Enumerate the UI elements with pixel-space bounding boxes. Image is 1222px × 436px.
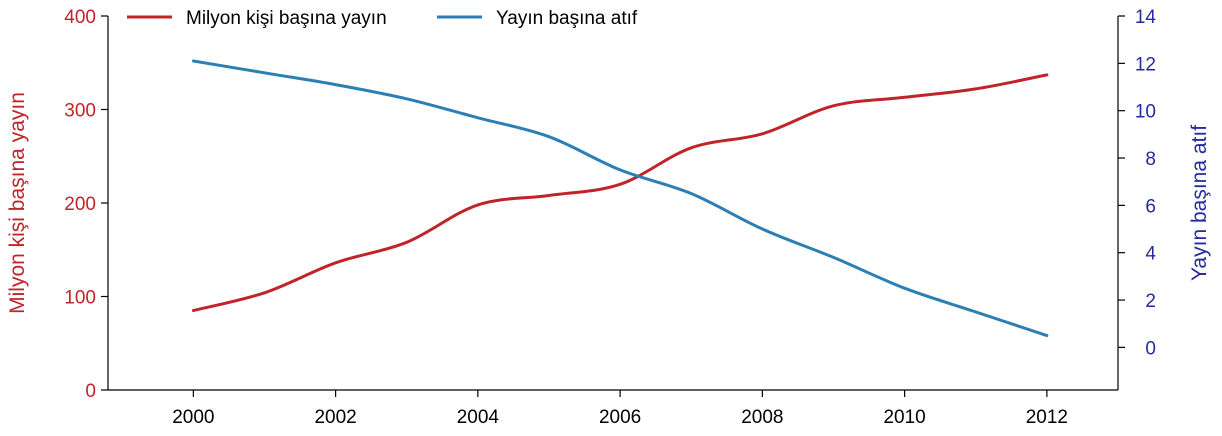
line-publications-per-million xyxy=(191,73,1049,312)
left-y-tick-label: 0 xyxy=(85,381,96,402)
right-y-tick-label: 6 xyxy=(1145,196,1156,217)
left-y-ticks: 0 100 200 300 400 xyxy=(64,7,108,402)
right-y-tick-label: 10 xyxy=(1135,102,1156,123)
x-tick-label: 2006 xyxy=(599,407,641,428)
right-y-tick-label: 14 xyxy=(1135,7,1157,28)
right-y-tick-label: 4 xyxy=(1145,244,1156,265)
right-y-axis-title: Yayın başına atıf xyxy=(1188,125,1211,281)
legend-label-publications: Milyon kişi başına yayın xyxy=(186,8,387,29)
left-y-tick-label: 300 xyxy=(64,101,96,122)
right-y-tick-label: 2 xyxy=(1145,291,1156,312)
left-y-tick-label: 200 xyxy=(64,194,96,215)
x-tick-label: 2008 xyxy=(741,407,783,428)
left-y-axis-title: Milyon kişi başına yayın xyxy=(6,92,29,314)
x-tick-label: 2002 xyxy=(314,407,356,428)
x-tick-label: 2012 xyxy=(1026,407,1068,428)
x-tick-label: 2004 xyxy=(457,407,500,428)
left-y-tick-label: 400 xyxy=(64,7,96,28)
x-ticks: 2000 2002 2004 2006 2008 2010 2012 xyxy=(172,390,1068,428)
right-y-tick-label: 0 xyxy=(1145,338,1156,359)
series-lines xyxy=(191,59,1049,338)
left-y-tick-label: 100 xyxy=(64,288,96,309)
line-citations-per-publication xyxy=(191,59,1049,338)
right-y-tick-label: 8 xyxy=(1145,149,1156,170)
x-tick-label: 2000 xyxy=(172,407,214,428)
legend: Milyon kişi başına yayın Yayın başına at… xyxy=(127,8,638,29)
right-y-tick-label: 12 xyxy=(1135,54,1156,75)
legend-label-citations: Yayın başına atıf xyxy=(496,8,638,29)
x-tick-label: 2010 xyxy=(883,407,925,428)
right-y-ticks: 0 2 4 6 8 10 12 14 xyxy=(1118,7,1156,359)
